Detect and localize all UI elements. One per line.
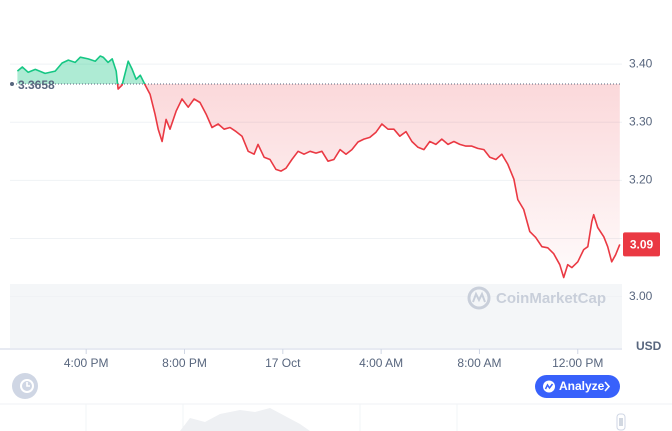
price-line-down	[116, 84, 621, 279]
watermark: CoinMarketCap	[467, 286, 606, 310]
plot	[10, 55, 622, 279]
baseline-label: 3.3658	[18, 78, 55, 92]
grid	[0, 63, 622, 354]
y-tick-label: 3.20	[629, 173, 653, 187]
last-price-tag	[623, 232, 660, 257]
y-tick-label: 3.40	[629, 56, 653, 70]
analyze-label: Analyze	[559, 379, 605, 393]
area-down	[17, 84, 620, 278]
watermark-text: CoinMarketCap	[496, 290, 606, 307]
navigator	[0, 403, 672, 431]
x-tick-label: 4:00 PM	[64, 356, 109, 370]
analyze-button[interactable]: Analyze	[535, 375, 620, 398]
baseline-dot	[10, 82, 14, 87]
history-button[interactable]	[12, 373, 38, 399]
last-price-label: 3.09	[630, 238, 654, 252]
y-unit: USD	[636, 339, 662, 353]
x-tick-label: 8:00 AM	[457, 356, 501, 370]
y-tick-label: 3.00	[629, 289, 653, 303]
x-tick-label: 8:00 PM	[162, 356, 207, 370]
x-tick-label: 17 Oct	[265, 356, 301, 370]
x-tick-label: 4:00 AM	[359, 356, 403, 370]
y-tick-label: 3.30	[629, 114, 653, 128]
volume-area	[10, 284, 622, 348]
price-line-up	[16, 55, 146, 85]
x-tick-label: 12:00 PM	[552, 356, 603, 370]
